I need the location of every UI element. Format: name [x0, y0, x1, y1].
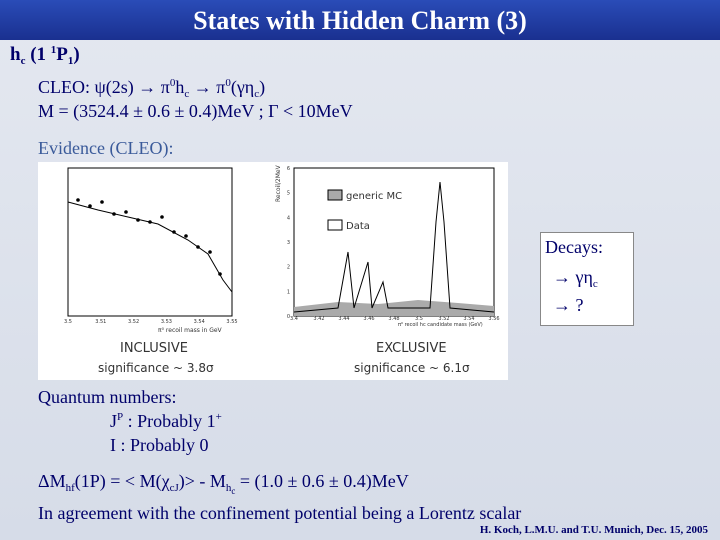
jp-line: JP : Probably 1+	[110, 411, 222, 432]
significance: significance ~ 6.1σ	[354, 361, 470, 375]
y-tick-label: 1	[287, 289, 290, 295]
axis-label: π⁰ recoil hc candidate mass (GeV)	[398, 322, 483, 328]
text: → γη	[553, 267, 593, 287]
footer: H. Koch, L.M.U. and T.U. Munich, Dec. 15…	[479, 524, 708, 536]
text: P	[117, 411, 124, 423]
text: 1	[50, 44, 57, 56]
text: )	[259, 77, 266, 97]
evidence: Evidence (CLEO):	[38, 138, 174, 158]
legend-swatch	[327, 219, 343, 231]
axis-label: π⁰ recoil mass in GeV	[158, 327, 223, 334]
y-tick-label: 5	[287, 191, 290, 197]
text: = (1.0 ± 0.6 ± 0.4)MeV	[235, 471, 409, 491]
significance: significance ~ 3.8σ	[98, 361, 214, 375]
text: h	[175, 77, 185, 97]
isospin-line: I : Probably 0	[110, 435, 209, 455]
text: P	[56, 44, 68, 65]
text: c	[592, 278, 598, 290]
text: 0	[225, 77, 231, 89]
x-tick-label: 3.54	[194, 319, 205, 325]
data-histogram	[293, 181, 495, 313]
x-tick-label: 3.55	[226, 319, 237, 325]
x-tick-label: 3.51	[95, 319, 106, 325]
text: (1	[25, 44, 51, 65]
x-tick-label: 3.5	[64, 319, 72, 325]
text: h	[225, 482, 232, 494]
text: hf	[65, 482, 75, 494]
text: ΔM	[38, 471, 66, 491]
text: J	[110, 411, 118, 431]
x-tick-label: 3.52	[128, 319, 139, 325]
figure-bg	[38, 162, 508, 380]
x-tick-label: 3.5	[415, 316, 423, 322]
text: c	[184, 88, 190, 100]
x-tick-label: 3.56	[488, 316, 499, 322]
decays-title: Decays:	[545, 237, 603, 257]
legend-label: Data	[346, 221, 370, 232]
text: )> - M	[178, 471, 226, 491]
decay-item: → γηc	[553, 267, 598, 290]
x-tick-label: 3.42	[313, 316, 324, 322]
header-bar: States with Hidden Charm (3)	[0, 0, 720, 40]
text: )	[73, 44, 80, 65]
x-tick-label: 3.44	[338, 316, 349, 322]
heading: hc (1 1P1)	[10, 44, 80, 67]
title: States with Hidden Charm (3)	[193, 6, 527, 35]
y-tick-label: 3	[287, 240, 290, 246]
x-tick-label: 3.4	[290, 316, 298, 322]
plot-frame	[67, 167, 233, 317]
mass-line: M = (3524.4 ± 0.6 ± 0.4)MeV ; Γ < 10MeV	[38, 101, 353, 121]
y-tick-label: 2	[287, 265, 290, 271]
text: → π	[189, 77, 226, 97]
legend-swatch	[327, 189, 343, 201]
decay-item: → ?	[553, 295, 584, 315]
plot-label: EXCLUSIVE	[376, 341, 447, 356]
x-tick-label: 3.52	[438, 316, 449, 322]
figure: generic MC Data Recoil/2MeV π⁰ recoil ma…	[38, 162, 508, 380]
delta-line: ΔMhf(1P) = < M(χcJ)> - Mhc = (1.0 ± 0.6 …	[38, 471, 409, 496]
text: +	[215, 411, 222, 423]
x-tick-label: 3.54	[463, 316, 474, 322]
x-tick-label: 3.48	[388, 316, 399, 322]
agreement: In agreement with the confinement potent…	[38, 503, 522, 523]
text: : Probably 1	[123, 411, 216, 431]
text: c	[254, 88, 260, 100]
text: c	[20, 55, 26, 67]
points	[76, 198, 222, 276]
text: 0	[169, 77, 176, 89]
quantum-title: Quantum numbers:	[38, 387, 177, 407]
decays-box: Decays: → γηc → ?	[540, 232, 634, 326]
y-tick-label: 0	[287, 314, 290, 320]
x-tick-label: 3.46	[363, 316, 374, 322]
legend-label: generic MC	[346, 191, 402, 202]
text: c	[231, 486, 236, 496]
text: h	[10, 44, 21, 65]
y-tick-label: 6	[287, 166, 290, 172]
plot-label: INCLUSIVE	[120, 341, 188, 356]
text: (γη	[230, 77, 255, 97]
text: cJ	[169, 482, 179, 494]
y-tick-label: 4	[287, 215, 290, 221]
text: (1P) = < M(χ	[74, 471, 170, 491]
x-tick-label: 3.53	[161, 319, 172, 325]
cleo-line: CLEO: ψ(2s) → π0hc → π0(γηc)	[38, 77, 265, 100]
axis-label: Recoil/2MeV	[275, 164, 282, 202]
text: CLEO: ψ(2s) → π	[38, 77, 170, 97]
text: 1	[67, 55, 74, 67]
